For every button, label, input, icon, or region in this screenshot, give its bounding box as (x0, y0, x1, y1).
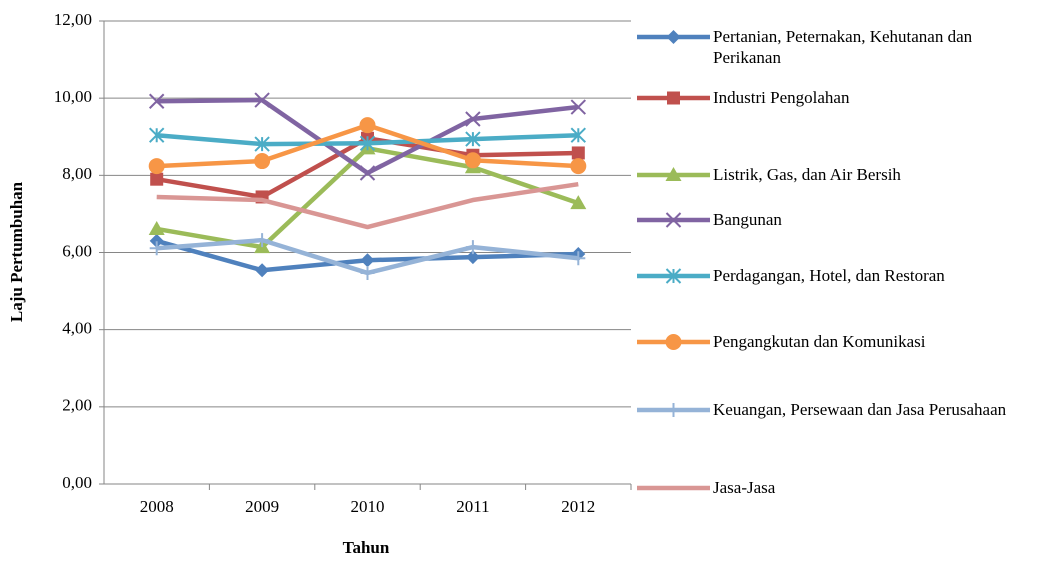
marker (665, 212, 682, 228)
marker (571, 146, 585, 160)
marker (254, 92, 270, 108)
y-tick-label: 0,00 (62, 473, 92, 492)
legend-label: Jasa-Jasa (713, 478, 776, 497)
series (149, 233, 586, 280)
marker (665, 268, 682, 284)
legend-swatch (637, 212, 710, 228)
x-tick-label: 2012 (561, 497, 595, 516)
legend-swatch (637, 167, 710, 181)
legend-swatch (637, 403, 710, 417)
marker (465, 240, 480, 255)
marker (465, 250, 480, 265)
marker (148, 158, 165, 175)
series (148, 127, 587, 152)
series (148, 117, 587, 175)
series-line (156, 181, 579, 230)
legend-label: Listrik, Gas, dan Air Bersih (713, 165, 901, 184)
marker (570, 195, 587, 210)
legend-label: Perdagangan, Hotel, dan Restoran (713, 266, 945, 285)
y-tick-label: 2,00 (62, 396, 92, 415)
legend-label: Industri Pengolahan (713, 88, 850, 107)
marker (665, 334, 682, 350)
marker (148, 127, 165, 143)
marker (148, 220, 165, 235)
marker (150, 172, 164, 186)
series (156, 181, 579, 230)
x-tick-label: 2011 (456, 497, 489, 516)
y-tick-label: 10,00 (54, 87, 92, 106)
marker (571, 251, 586, 266)
legend-swatch (637, 268, 710, 284)
marker (255, 233, 270, 248)
legend-swatch (637, 334, 710, 350)
marker (254, 153, 271, 170)
marker (360, 253, 375, 268)
marker (465, 131, 481, 147)
marker (665, 167, 682, 181)
marker (360, 265, 375, 280)
legend-label: Bangunan (713, 210, 782, 229)
x-axis-title: Tahun (343, 538, 390, 557)
marker (666, 30, 681, 44)
marker (359, 135, 376, 152)
marker (359, 165, 376, 181)
x-tick-label: 2009 (245, 497, 279, 516)
legend-label: Keuangan, Persewaan dan Jasa Perusahaan (713, 400, 1007, 419)
y-tick-label: 12,00 (54, 10, 92, 29)
x-tick-label: 2010 (351, 497, 385, 516)
marker (254, 136, 270, 152)
x-tick-label: 2008 (140, 497, 174, 516)
marker (148, 93, 165, 109)
legend-swatch (637, 30, 710, 44)
marker (570, 158, 587, 175)
y-axis-title: Laju Pertumbuhan (7, 181, 26, 322)
marker (255, 263, 270, 278)
marker (666, 403, 681, 417)
marker (465, 111, 481, 127)
marker (570, 127, 587, 143)
y-tick-label: 4,00 (62, 319, 92, 338)
marker (570, 99, 587, 115)
legend-label: Pertanian, Peternakan, Kehutanan dan Per… (713, 27, 973, 67)
marker (149, 233, 164, 248)
marker (149, 241, 164, 256)
legend-swatch (637, 91, 710, 105)
marker (667, 91, 680, 105)
marker (359, 117, 376, 134)
series (148, 92, 587, 181)
marker (464, 152, 481, 169)
legend-label: Pengangkutan dan Komunikasi (713, 332, 926, 351)
y-tick-label: 8,00 (62, 164, 92, 183)
y-tick-label: 6,00 (62, 241, 92, 260)
